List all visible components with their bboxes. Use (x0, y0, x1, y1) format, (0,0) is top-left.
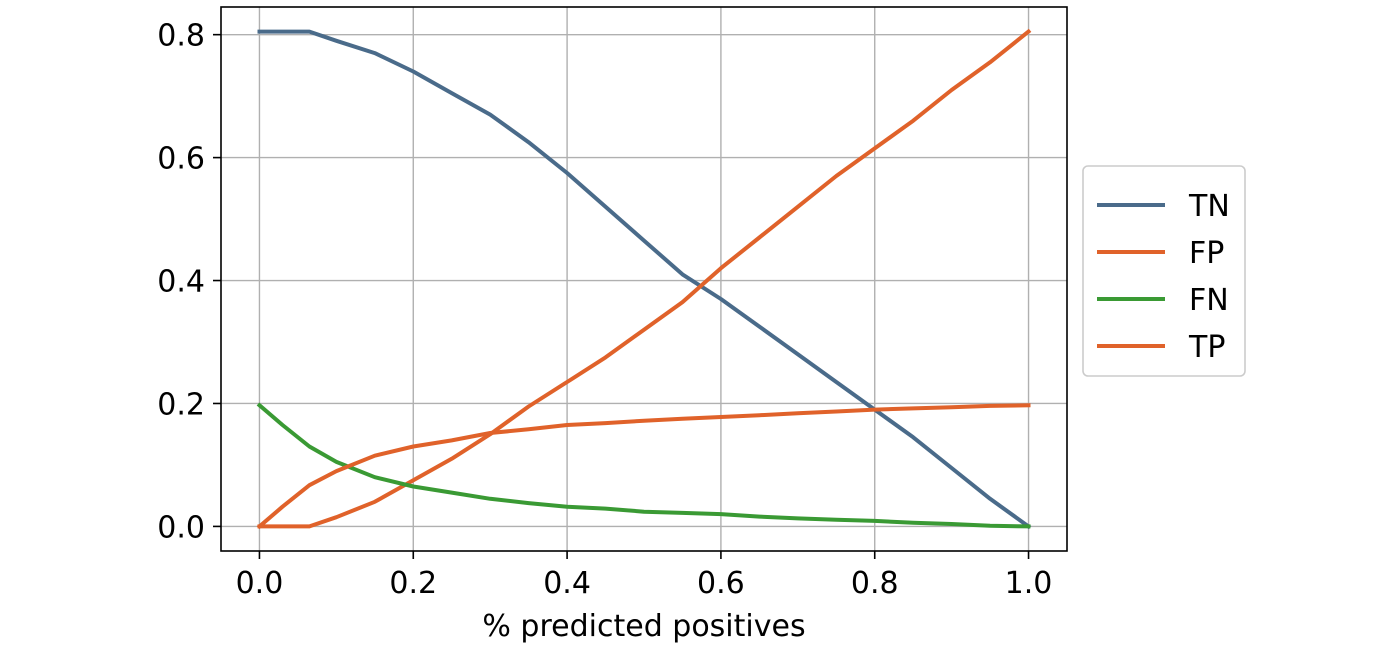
legend-label-fn: FN (1189, 283, 1229, 318)
x-tick-label: 0.8 (851, 566, 899, 601)
x-tick-label: 1.0 (1005, 566, 1053, 601)
legend: TN FP FN TP (1082, 165, 1246, 377)
grid (221, 7, 1067, 551)
y-tick-label: 0.8 (157, 19, 205, 54)
x-tick-label: 0.4 (543, 566, 591, 601)
series-line-tp (256, 403, 1031, 530)
plot-area-frame (220, 6, 1068, 552)
x-tick-label: 0.2 (389, 566, 437, 601)
y-tick-label: 0.2 (157, 387, 205, 422)
legend-label-fp: FP (1189, 236, 1224, 271)
legend-label-tn: TN (1188, 189, 1230, 224)
x-tick-label: 0.6 (697, 566, 745, 601)
y-tick-label: 0.6 (157, 142, 205, 177)
series-line-fp (257, 28, 1032, 529)
x-axis-label: % predicted positives (482, 609, 805, 644)
x-tick-label: 0.0 (236, 566, 284, 601)
series-line-tn (257, 29, 1032, 530)
y-tick-label: 0.4 (157, 265, 205, 300)
legend-box (1082, 165, 1246, 377)
y-axis-ticks: 0.0 0.2 0.4 0.6 0.8 (157, 19, 221, 545)
series-line-fn (256, 402, 1031, 529)
y-tick-label: 0.0 (157, 510, 205, 545)
series-lines (256, 28, 1032, 530)
legend-label-tp: TP (1188, 330, 1225, 365)
x-axis-ticks: 0.0 0.2 0.4 0.6 0.8 1.0 (236, 551, 1053, 601)
